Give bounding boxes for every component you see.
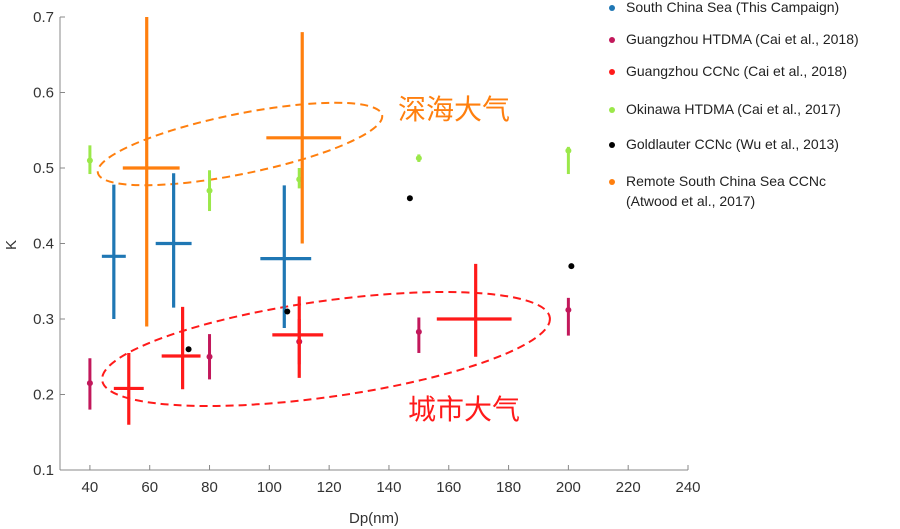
- data-point: [266, 32, 342, 244]
- y-tick-label: 0.5: [33, 160, 54, 177]
- x-tick-label: 40: [82, 479, 99, 496]
- y-tick-label: 0.2: [33, 387, 54, 404]
- point-marker: [415, 155, 422, 162]
- legend-marker: [609, 37, 615, 43]
- legend-label: Remote South China Sea CCNc: [626, 173, 826, 189]
- legend-marker: [609, 142, 615, 148]
- x-tick-label: 120: [317, 479, 342, 496]
- y-tick-label: 0.3: [33, 311, 54, 328]
- x-axis-title: Dp(nm): [349, 510, 399, 527]
- x-tick-label: 200: [556, 479, 581, 496]
- data-point: [565, 146, 572, 175]
- legend-entry: Goldlauter CCNc (Wu et al., 2013): [609, 136, 839, 152]
- y-tick-label: 0.4: [33, 236, 54, 253]
- data-point: [185, 346, 192, 353]
- legend-entry: Guangzhou CCNc (Cai et al., 2018): [609, 63, 847, 79]
- data-point: [260, 185, 312, 329]
- sea-group-ellipse: [96, 101, 384, 187]
- legend-entry: South China Sea (This Campaign): [609, 0, 839, 15]
- x-tick-label: 180: [496, 479, 521, 496]
- y-tick-label: 0.7: [33, 9, 54, 26]
- y-tick-label: 0.6: [33, 85, 54, 102]
- data-point: [415, 317, 422, 353]
- legend-entry: Remote South China Sea CCNc (Atwood et al…: [609, 173, 826, 209]
- legend-label: Okinawa HTDMA (Cai et al., 2017): [626, 101, 841, 117]
- sea-annotation-label: 深海大气: [398, 93, 510, 126]
- point-marker: [86, 380, 93, 387]
- urban-group-ellipse: [101, 291, 551, 407]
- x-tick-label: 240: [675, 479, 700, 496]
- plot-area: 40 60 80 100 120 140 160 180 200 220 240 0.1 0.2 0.3 0…: [3, 9, 701, 527]
- data-point: [565, 297, 572, 336]
- y-tick-label: 0.1: [33, 462, 54, 479]
- x-tick-label: 140: [376, 479, 401, 496]
- data-point: [101, 184, 126, 319]
- data-point: [113, 352, 144, 425]
- point-marker: [86, 157, 93, 164]
- point-marker: [415, 328, 422, 335]
- data-point: [86, 358, 93, 410]
- data-point: [436, 263, 512, 357]
- legend-marker: [609, 107, 615, 113]
- data-point: [415, 154, 422, 162]
- data-point: [284, 308, 291, 315]
- point-marker: [206, 187, 213, 194]
- legend-entry: Guangzhou HTDMA (Cai et al., 2018): [609, 31, 859, 47]
- point-marker: [565, 306, 572, 313]
- data-point: [406, 195, 413, 202]
- point-marker: [206, 353, 213, 360]
- data-point: [155, 173, 192, 308]
- data-point: [86, 145, 93, 175]
- data-point: [161, 306, 201, 390]
- legend-label: Guangzhou CCNc (Cai et al., 2018): [626, 63, 847, 79]
- legend-marker: [609, 179, 615, 185]
- data-point: [272, 296, 324, 378]
- legend-label: Goldlauter CCNc (Wu et al., 2013): [626, 136, 839, 152]
- x-tick-label: 160: [436, 479, 461, 496]
- data-point: [568, 263, 575, 270]
- legend-marker: [609, 5, 615, 11]
- y-axis-title: K: [3, 240, 20, 250]
- data-point: [206, 334, 213, 380]
- legend-label: South China Sea (This Campaign): [626, 0, 839, 15]
- legend-label: Guangzhou HTDMA (Cai et al., 2018): [626, 31, 859, 47]
- legend-entry: Okinawa HTDMA (Cai et al., 2017): [609, 101, 841, 117]
- legend: South China Sea (This Campaign) Guangzhou…: [609, 0, 859, 209]
- x-tick-label: 100: [257, 479, 282, 496]
- x-tick-label: 80: [201, 479, 218, 496]
- x-tick-label: 220: [616, 479, 641, 496]
- point-marker: [565, 147, 572, 154]
- legend-marker: [609, 69, 615, 75]
- x-tick-label: 60: [141, 479, 158, 496]
- urban-annotation-label: 城市大气: [408, 393, 520, 426]
- data-point: [122, 17, 180, 327]
- data-point: [206, 170, 213, 212]
- legend-label-line2: (Atwood et al., 2017): [626, 193, 755, 209]
